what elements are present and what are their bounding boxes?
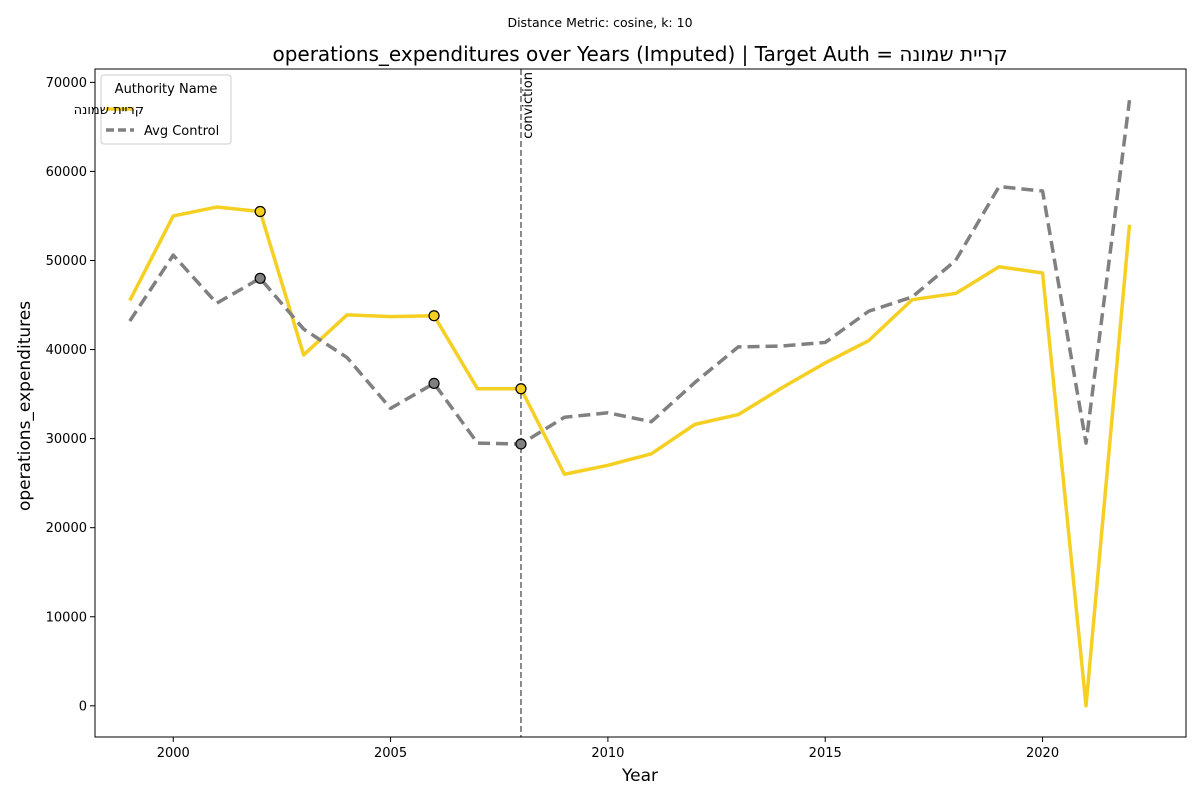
y-tick-label: 10000 bbox=[46, 610, 87, 625]
x-axis: 2000 2005 2010 2015 2020 bbox=[157, 737, 1059, 761]
legend-title: Authority Name bbox=[115, 82, 218, 97]
event-marker-control bbox=[254, 272, 266, 284]
plot-area: conviction bbox=[94, 68, 1187, 738]
event-marker-target bbox=[515, 383, 527, 395]
legend-label-control: Avg Control bbox=[144, 124, 219, 139]
y-tick-label: 40000 bbox=[46, 343, 87, 358]
x-tick-label: 2010 bbox=[591, 746, 624, 761]
y-tick-label: 50000 bbox=[46, 254, 87, 269]
legend-box bbox=[100, 74, 232, 145]
x-tick-label: 2020 bbox=[1026, 746, 1059, 761]
plot-frame bbox=[94, 68, 1187, 738]
marker-layer bbox=[254, 205, 527, 450]
y-tick-label: 20000 bbox=[46, 521, 87, 536]
series-line-target bbox=[128, 205, 1132, 708]
event-marker-target bbox=[428, 310, 440, 322]
y-tick-label: 70000 bbox=[46, 76, 87, 91]
legend: Authority Name קריית שמונה Avg Control bbox=[74, 74, 232, 145]
y-tick-label: 0 bbox=[79, 699, 87, 714]
y-tick-label: 30000 bbox=[46, 432, 87, 447]
x-tick-label: 2000 bbox=[157, 746, 190, 761]
chart-suptitle: Distance Metric: cosine, k: 10 bbox=[507, 15, 692, 30]
chart-title: operations_expenditures over Years (Impu… bbox=[272, 42, 1007, 66]
legend-label-target: קריית שמונה bbox=[74, 103, 144, 118]
y-tick-label: 60000 bbox=[46, 165, 87, 180]
annotation-layer: conviction bbox=[520, 69, 536, 737]
x-tick-label: 2015 bbox=[809, 746, 842, 761]
event-marker-control bbox=[515, 438, 527, 450]
y-axis-label: operations_expenditures bbox=[15, 301, 35, 511]
conviction-label: conviction bbox=[521, 72, 536, 139]
x-tick-label: 2005 bbox=[374, 746, 407, 761]
y-axis: 0 10000 20000 30000 40000 50000 60000 70000 bbox=[46, 76, 95, 714]
event-marker-control bbox=[428, 377, 440, 390]
event-marker-target bbox=[254, 205, 266, 218]
series-layer bbox=[128, 99, 1132, 708]
x-axis-label: Year bbox=[621, 766, 658, 786]
